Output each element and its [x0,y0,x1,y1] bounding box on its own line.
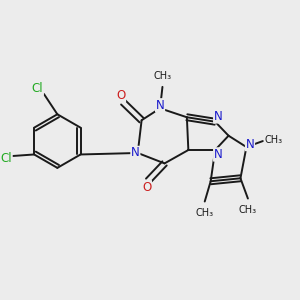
Text: N: N [214,110,223,123]
Text: CH₃: CH₃ [264,135,282,145]
Text: N: N [214,148,223,161]
Text: N: N [156,99,164,112]
Text: Cl: Cl [0,152,12,165]
Text: O: O [116,89,125,102]
Text: CH₃: CH₃ [239,205,257,215]
Text: N: N [131,146,140,160]
Text: CH₃: CH₃ [196,208,214,218]
Text: Cl: Cl [32,82,43,95]
Text: CH₃: CH₃ [153,71,172,81]
Text: O: O [142,181,151,194]
Text: N: N [246,137,254,151]
